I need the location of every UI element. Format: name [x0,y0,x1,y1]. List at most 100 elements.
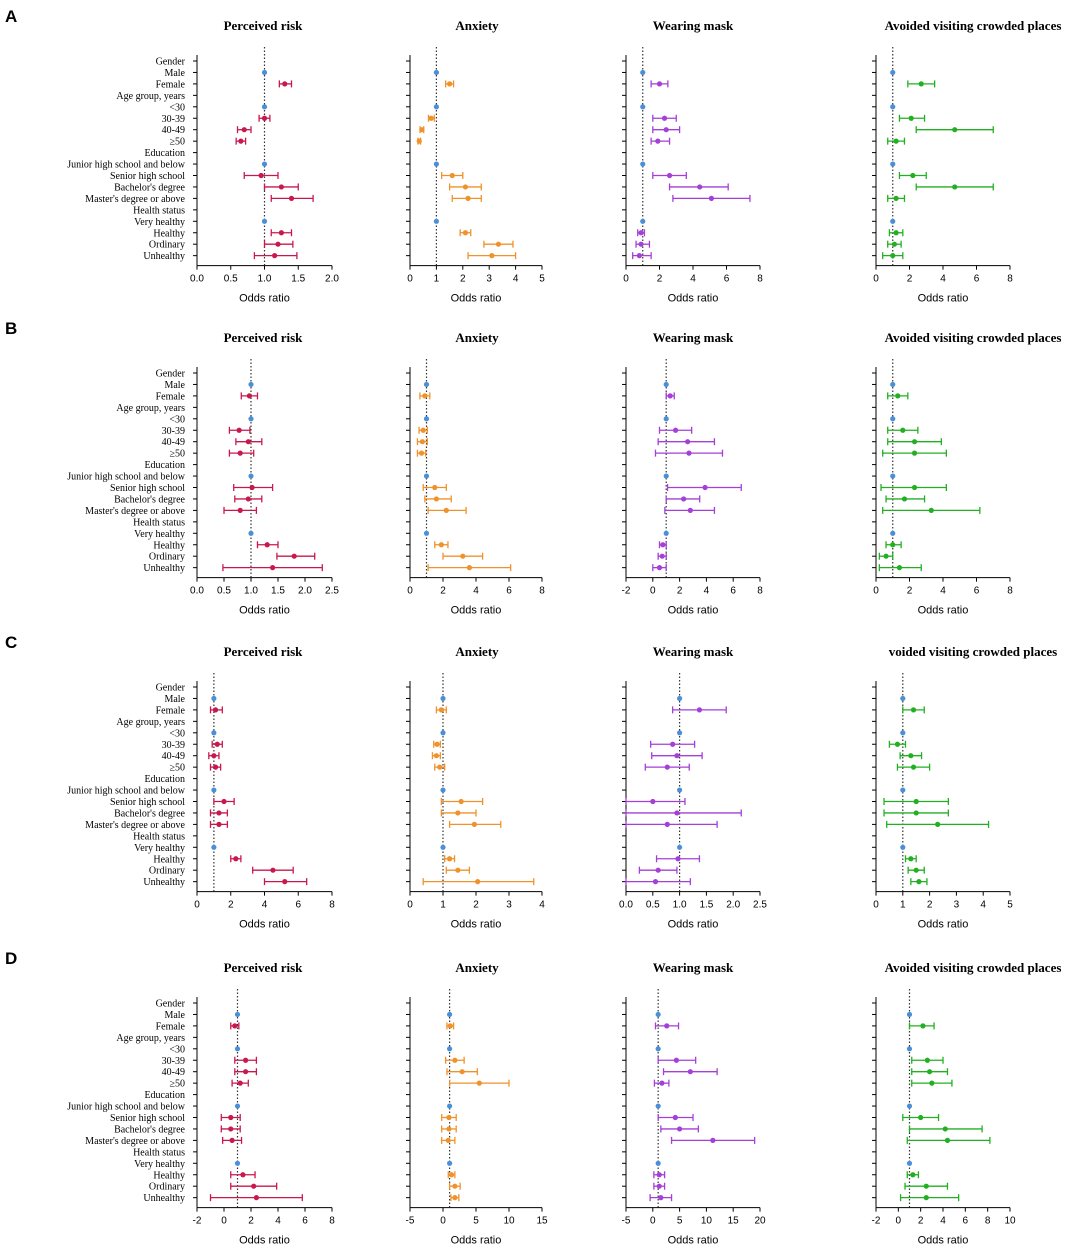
or-point [674,753,680,759]
row-label: Female [156,391,186,402]
x-tick-label: 6 [506,586,512,597]
x-tick-label: 0.5 [224,274,238,285]
or-point [901,496,908,502]
or-point [212,764,219,770]
or-point [696,707,703,713]
or-point [243,1069,249,1075]
reference-point [423,416,430,422]
or-point [458,798,464,805]
x-axis-label: Odds ratio [239,605,290,617]
reference-point [640,161,646,167]
or-point [278,184,284,190]
x-tick-label: 1.0 [673,900,687,911]
row-label: Health status [133,831,185,842]
row-label: Education [144,774,185,785]
or-point [261,115,268,121]
or-point [455,867,461,873]
or-point [896,565,903,571]
row-label: 30-39 [162,1056,185,1067]
x-tick-label: 0 [221,1216,227,1227]
or-point [910,707,917,713]
x-tick-label: 8 [539,586,545,597]
or-point [895,393,901,399]
or-point [664,764,670,770]
or-point [681,496,687,502]
or-point [929,1080,935,1086]
x-axis-label: Odds ratio [451,605,502,617]
reference-point [433,104,439,110]
or-point [638,241,644,247]
x-tick-label: 3 [954,900,960,911]
x-tick-label: 2 [677,586,683,597]
x-tick-label: 0.0 [190,274,204,285]
or-point [445,1137,451,1143]
chart-title: Wearing mask [653,18,734,33]
or-point [697,184,703,190]
reference-point [906,1011,913,1018]
x-tick-label: -5 [622,1216,631,1227]
row-label: Healthy [153,854,185,865]
or-point [659,553,665,559]
or-point [916,879,922,885]
or-point [476,1080,482,1086]
x-tick-label: 2 [473,900,479,911]
or-point [437,764,443,770]
row-label: Ordinary [149,240,185,251]
x-axis-label: Odds ratio [918,919,969,931]
x-tick-label: 0 [873,274,879,285]
row-label: ≥50 [170,137,186,148]
x-tick-label: 2 [657,274,663,285]
x-tick-label: 1 [900,900,906,911]
or-point [942,1126,948,1132]
row-label: Ordinary [149,1182,185,1193]
reference-point [655,1011,661,1018]
or-point [270,867,276,873]
or-point [673,1057,679,1063]
reference-point [447,1160,453,1166]
or-point [471,821,477,828]
reference-point [906,1103,913,1109]
reference-point [433,218,439,224]
reference-point [677,787,683,793]
or-point [288,195,295,201]
or-point [664,1023,670,1029]
x-tick-label: 0 [407,274,413,285]
x-tick-label: 2.0 [298,586,312,597]
reference-point [234,1103,241,1109]
or-point [245,439,251,445]
x-tick-label: 1 [440,900,446,911]
reference-point [248,416,254,422]
row-label: Unhealthy [143,1193,185,1204]
or-point [913,867,919,873]
x-tick-label: 2 [907,586,913,597]
or-point [675,856,681,862]
or-point [952,184,958,190]
or-point [240,1172,246,1178]
x-axis-label: Odds ratio [918,293,969,305]
or-point [636,253,643,259]
chart-title: Perceived risk [224,644,304,659]
or-point [652,879,659,885]
or-point [221,798,227,805]
reference-point [677,730,683,736]
or-point [944,1137,951,1143]
or-point [270,565,276,571]
or-point [900,427,906,433]
or-point [237,1080,243,1086]
chart-wearing-mask: Wearing mask -2 0 2 4 6 8 Odds ratio [622,330,764,617]
x-tick-label: 4 [473,586,479,597]
row-label: Very healthy [134,217,185,228]
x-tick-label: 2.0 [325,274,339,285]
or-point [241,127,247,133]
reference-point [234,1160,241,1166]
or-point [655,867,661,873]
x-tick-label: 2 [907,274,913,285]
chart-title: Perceived risk [224,960,304,975]
x-tick-label: 0 [650,586,656,597]
x-tick-label: 0 [896,1216,902,1227]
row-label: Male [164,694,185,705]
or-point [447,81,453,87]
or-point [911,484,918,491]
row-label: Junior high school and below [67,472,186,483]
x-tick-label: 2 [918,1216,924,1227]
